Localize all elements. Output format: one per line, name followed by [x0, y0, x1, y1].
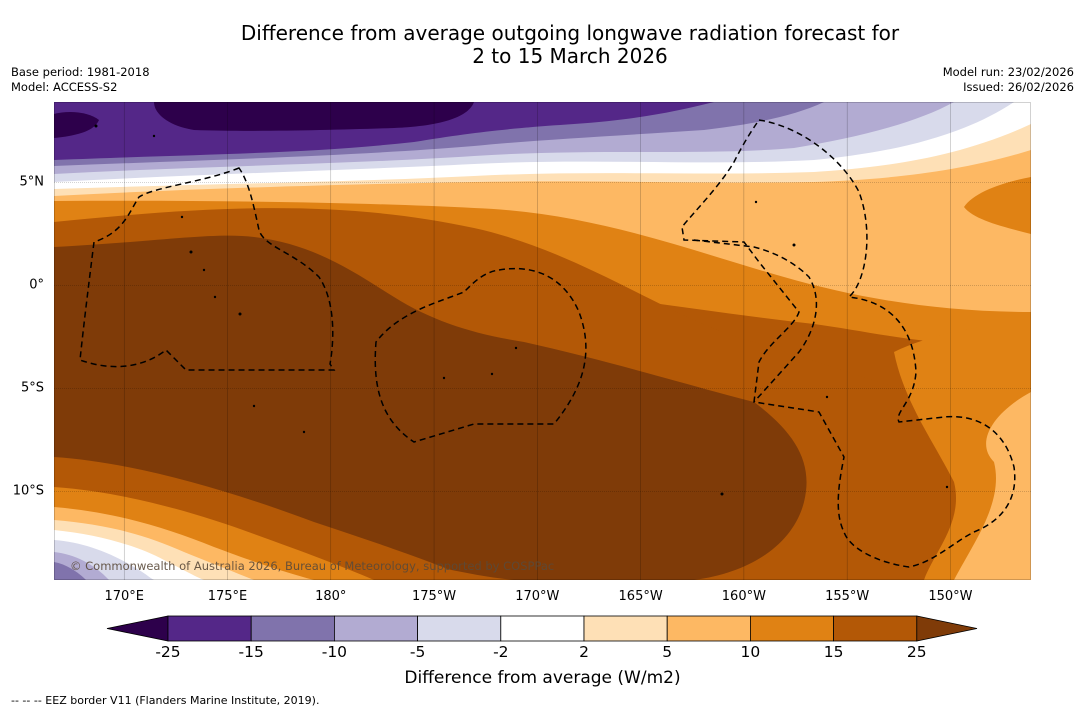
- colorbar: [106, 615, 978, 642]
- map-frame: [54, 102, 1031, 580]
- blob-east-10: [964, 177, 1031, 234]
- colorbar-tick-label: 5: [662, 643, 673, 661]
- island-dot: [792, 243, 796, 247]
- longitude-label: 175°W: [411, 589, 457, 604]
- island-dot: [754, 200, 758, 204]
- island-dot: [213, 295, 217, 299]
- island-dot: [180, 215, 184, 219]
- colorbar-tick-label: 10: [740, 643, 761, 661]
- colorbar-tick-label: -25: [155, 643, 181, 661]
- island-dot: [202, 268, 206, 272]
- colorbar-title: Difference from average (W/m2): [404, 668, 681, 688]
- longitude-label: 155°W: [825, 589, 870, 604]
- model-run-text: Model run: 23/02/2026: [942, 65, 1074, 79]
- colorbar-segment: [250, 615, 335, 642]
- colorbar-tick-label: -5: [409, 643, 426, 661]
- eez-border-line: [681, 119, 1016, 568]
- band-north-neg25-small: [54, 112, 99, 138]
- colorbar-tick-label: 15: [823, 643, 844, 661]
- latitude-label: 5°N: [19, 174, 45, 190]
- issued-text: Issued: 26/02/2026: [963, 80, 1074, 94]
- colorbar-tick-label: 2: [579, 643, 589, 661]
- island-dot: [302, 430, 306, 434]
- map-title: Difference from average outgoing longwav…: [170, 22, 970, 68]
- island-dot: [442, 376, 446, 380]
- island-dot: [152, 134, 156, 138]
- model-text: Model: ACCESS-S2: [11, 80, 118, 94]
- latitude-label: 0°: [29, 277, 44, 293]
- band-core-25: [54, 235, 807, 580]
- longitude-label: 180°: [315, 589, 347, 604]
- longitude-label: 170°E: [104, 589, 144, 604]
- eez-border-marquesas: [693, 239, 818, 403]
- latitude-label: 10°S: [12, 483, 44, 499]
- island-dot: [825, 395, 829, 399]
- eez-border-phoenix: [374, 267, 587, 443]
- copyright-notice: © Commonwealth of Australia 2026, Bureau…: [70, 559, 555, 573]
- colorbar-segment: [750, 615, 835, 642]
- island-dot: [720, 492, 724, 496]
- anomaly-map: [54, 102, 1031, 580]
- colorbar-extend-high: [916, 615, 978, 642]
- longitude-label: 150°W: [928, 589, 973, 604]
- colorbar-segment: [417, 615, 502, 642]
- left-meta: Base period: 1981-2018 Model: ACCESS-S2: [11, 65, 150, 95]
- colorbar-tick-label: -2: [493, 643, 509, 661]
- colorbar-segment: [666, 615, 751, 642]
- eez-borders: [79, 119, 1016, 568]
- island-dot: [490, 372, 494, 376]
- island-dot: [252, 404, 256, 408]
- eez-border-west: [79, 167, 336, 371]
- latitude-label: 5°S: [20, 380, 44, 396]
- longitude-label: 160°W: [721, 589, 766, 604]
- coastline-dots: [94, 124, 949, 496]
- longitude-label: 165°W: [618, 589, 663, 604]
- longitude-label: 170°W: [515, 589, 560, 604]
- colorbar-segment: [500, 615, 585, 642]
- band-southeast-5: [954, 392, 1031, 580]
- colorbar-segment: [167, 615, 252, 642]
- colorbar-tick-label: 25: [906, 643, 927, 661]
- colorbar-extend-low: [106, 615, 169, 642]
- title-line-2: 2 to 15 March 2026: [472, 44, 668, 68]
- right-meta: Model run: 23/02/2026 Issued: 26/02/2026: [943, 65, 1074, 95]
- graticule: [54, 102, 1031, 580]
- title-line-1: Difference from average outgoing longwav…: [240, 21, 900, 45]
- island-dot: [945, 485, 949, 489]
- colorbar-segment: [833, 615, 918, 642]
- colorbar-segment: [333, 615, 418, 642]
- colorbar-tick-label: -10: [321, 643, 348, 661]
- island-dot: [514, 346, 518, 350]
- band-north-neg25: [154, 102, 474, 131]
- colorbar-tick-label: -15: [238, 643, 264, 661]
- longitude-label: 175°E: [207, 589, 248, 604]
- band-south-neg10: [54, 562, 86, 580]
- base-period-text: Base period: 1981-2018: [11, 65, 150, 79]
- island-dot: [238, 312, 242, 316]
- colorbar-segment: [583, 615, 668, 642]
- island-dot: [189, 250, 193, 254]
- eez-footnote: -- -- -- EEZ border V11 (Flanders Marine…: [11, 694, 320, 707]
- island-dot: [94, 124, 98, 128]
